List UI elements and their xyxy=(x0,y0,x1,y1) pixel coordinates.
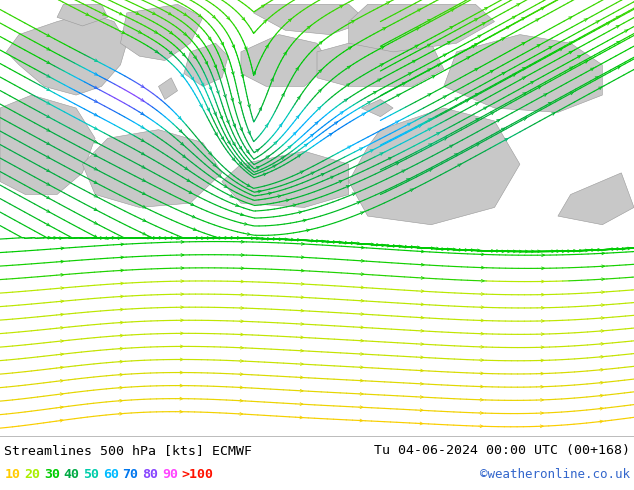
Text: 80: 80 xyxy=(142,467,158,481)
Polygon shape xyxy=(317,35,444,86)
Polygon shape xyxy=(349,108,520,225)
Polygon shape xyxy=(57,4,108,26)
Polygon shape xyxy=(254,4,368,35)
Text: 20: 20 xyxy=(25,467,41,481)
Text: 70: 70 xyxy=(122,467,139,481)
Polygon shape xyxy=(361,99,393,117)
Polygon shape xyxy=(241,35,330,86)
Polygon shape xyxy=(0,95,95,195)
Polygon shape xyxy=(120,4,203,60)
Polygon shape xyxy=(158,78,178,99)
Text: 30: 30 xyxy=(44,467,60,481)
Text: 10: 10 xyxy=(5,467,21,481)
Polygon shape xyxy=(184,43,228,86)
Text: >100: >100 xyxy=(181,467,214,481)
Polygon shape xyxy=(444,35,602,112)
Text: 60: 60 xyxy=(103,467,119,481)
Polygon shape xyxy=(558,173,634,225)
Text: Tu 04-06-2024 00:00 UTC (00+168): Tu 04-06-2024 00:00 UTC (00+168) xyxy=(374,443,630,457)
Polygon shape xyxy=(349,4,495,52)
Polygon shape xyxy=(82,130,222,207)
Text: 50: 50 xyxy=(84,467,100,481)
Text: ©weatheronline.co.uk: ©weatheronline.co.uk xyxy=(480,467,630,481)
Polygon shape xyxy=(6,13,127,95)
Polygon shape xyxy=(222,151,349,207)
Text: 90: 90 xyxy=(162,467,178,481)
Text: 40: 40 xyxy=(64,467,80,481)
Text: Streamlines 500 hPa [kts] ECMWF: Streamlines 500 hPa [kts] ECMWF xyxy=(4,443,252,457)
